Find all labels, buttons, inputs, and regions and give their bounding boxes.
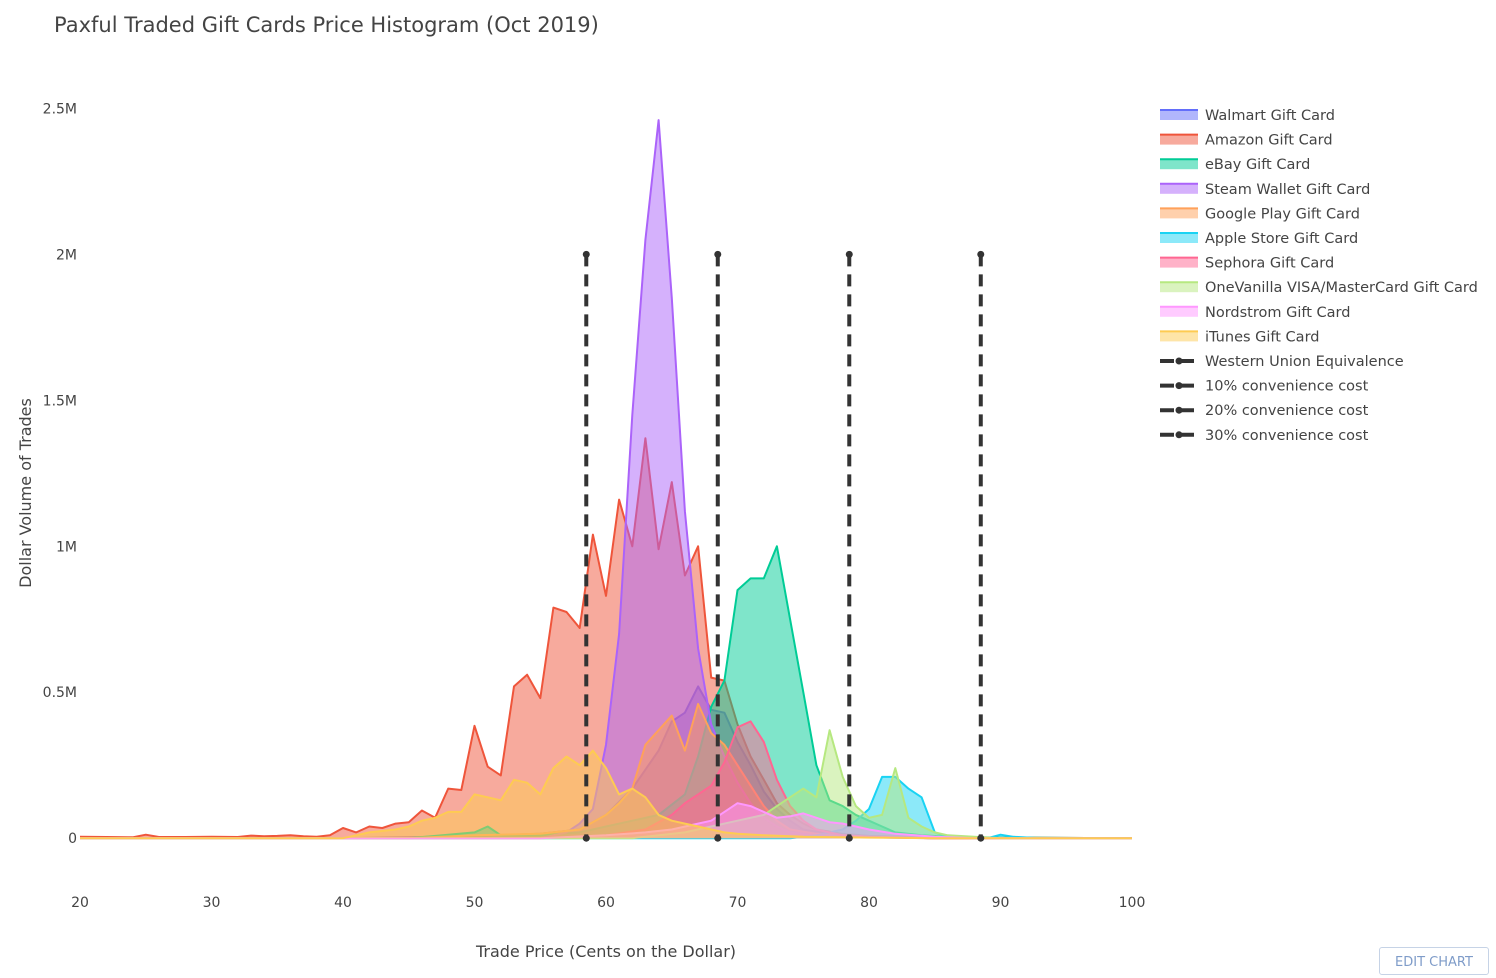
legend-swatch-marker — [1175, 382, 1183, 390]
legend-label: Western Union Equivalence — [1205, 354, 1404, 370]
legend-label: Nordstrom Gift Card — [1205, 305, 1350, 321]
legend-label: 30% convenience cost — [1205, 428, 1369, 444]
dash-marker-top-30-convenience-cost — [977, 250, 985, 258]
legend-label: 10% convenience cost — [1205, 379, 1369, 395]
legend-swatch — [1160, 233, 1198, 243]
legend-item-sephora-gift-card[interactable]: Sephora Gift Card — [1160, 256, 1334, 272]
x-tick-label: 60 — [597, 895, 615, 911]
legend-label: Steam Wallet Gift Card — [1205, 182, 1370, 198]
dash-marker-bottom-10-convenience-cost — [714, 834, 722, 842]
x-tick-label: 50 — [466, 895, 484, 911]
legend-swatch — [1160, 110, 1198, 120]
legend-swatch — [1160, 257, 1198, 268]
legend-item-30-convenience-cost[interactable]: 30% convenience cost — [1160, 428, 1369, 444]
x-tick-label: 70 — [729, 895, 747, 911]
y-tick-label: 2.5M — [43, 101, 77, 117]
legend-label: eBay Gift Card — [1205, 157, 1310, 173]
legend-item-onevanilla-visa-mastercard-gift-card[interactable]: OneVanilla VISA/MasterCard Gift Card — [1160, 280, 1478, 296]
dash-marker-bottom-20-convenience-cost — [845, 834, 853, 842]
line-itunes-gift-card — [80, 749, 1132, 840]
legend-swatch-marker — [1175, 357, 1183, 365]
legend-item-10-convenience-cost[interactable]: 10% convenience cost — [1160, 379, 1369, 395]
legend-item-itunes-gift-card[interactable]: iTunes Gift Card — [1160, 329, 1319, 345]
legend-swatch — [1160, 159, 1198, 170]
x-tick-label: 40 — [334, 895, 352, 911]
legend-label: Walmart Gift Card — [1205, 108, 1335, 124]
x-tick-label: 100 — [1119, 895, 1146, 911]
legend-item-20-convenience-cost[interactable]: 20% convenience cost — [1160, 403, 1369, 419]
legend-item-nordstrom-gift-card[interactable]: Nordstrom Gift Card — [1160, 305, 1350, 321]
legend-item-google-play-gift-card[interactable]: Google Play Gift Card — [1160, 206, 1360, 222]
dash-marker-top-10-convenience-cost — [714, 250, 722, 258]
legend-item-ebay-gift-card[interactable]: eBay Gift Card — [1160, 157, 1310, 173]
legend-item-walmart-gift-card[interactable]: Walmart Gift Card — [1160, 108, 1335, 124]
legend-swatch-marker — [1175, 431, 1183, 439]
dash-marker-top-20-convenience-cost — [845, 250, 853, 258]
y-tick-label: 2M — [56, 247, 77, 263]
x-axis: 20 30 40 50 60 70 80 90 100 — [71, 895, 1145, 911]
legend-swatch — [1160, 134, 1198, 145]
legend-swatch — [1160, 208, 1198, 219]
y-axis: 0 0.5M 1M 1.5M 2M 2.5M — [43, 101, 77, 847]
legend-item-apple-store-gift-card[interactable]: Apple Store Gift Card — [1160, 231, 1358, 247]
y-tick-label: 1.5M — [43, 393, 77, 409]
legend: Walmart Gift Card Amazon Gift Card eBay Gi… — [1160, 108, 1478, 444]
area-amazon-gift-card — [80, 438, 1132, 839]
legend-swatch — [1160, 183, 1198, 194]
legend-swatch — [1160, 282, 1198, 293]
legend-item-western-union-equivalence[interactable]: Western Union Equivalence — [1160, 354, 1404, 370]
y-tick-label: 1M — [56, 539, 77, 555]
legend-swatch-marker — [1175, 406, 1183, 414]
x-tick-label: 80 — [860, 895, 878, 911]
legend-label: iTunes Gift Card — [1205, 329, 1319, 345]
legend-item-amazon-gift-card[interactable]: Amazon Gift Card — [1160, 133, 1333, 149]
legend-label: Apple Store Gift Card — [1205, 231, 1358, 247]
y-axis-title: Dollar Volume of Trades — [16, 398, 35, 588]
legend-label: 20% convenience cost — [1205, 403, 1369, 419]
x-tick-label: 30 — [203, 895, 221, 911]
x-axis-title: Trade Price (Cents on the Dollar) — [475, 942, 736, 961]
x-tick-label: 90 — [992, 895, 1010, 911]
x-tick-label: 20 — [71, 895, 89, 911]
legend-label: Google Play Gift Card — [1205, 206, 1360, 222]
legend-label: Sephora Gift Card — [1205, 256, 1334, 272]
dash-marker-top-western-union-equivalence — [582, 250, 590, 258]
chart-title: Paxful Traded Gift Cards Price Histogram… — [54, 13, 599, 37]
dash-marker-bottom-western-union-equivalence — [582, 834, 590, 842]
legend-label: OneVanilla VISA/MasterCard Gift Card — [1205, 280, 1478, 296]
y-tick-label: 0.5M — [43, 685, 77, 701]
edit-chart-button[interactable]: EDIT CHART — [1379, 947, 1489, 975]
y-tick-label: 0 — [68, 831, 77, 847]
legend-swatch — [1160, 331, 1198, 342]
dash-marker-bottom-30-convenience-cost — [977, 834, 985, 842]
area-itunes-gift-card — [80, 750, 1132, 839]
legend-label: Amazon Gift Card — [1205, 133, 1333, 149]
plot-area — [79, 119, 1133, 842]
legend-swatch — [1160, 306, 1198, 317]
legend-item-steam-wallet-gift-card[interactable]: Steam Wallet Gift Card — [1160, 182, 1370, 198]
